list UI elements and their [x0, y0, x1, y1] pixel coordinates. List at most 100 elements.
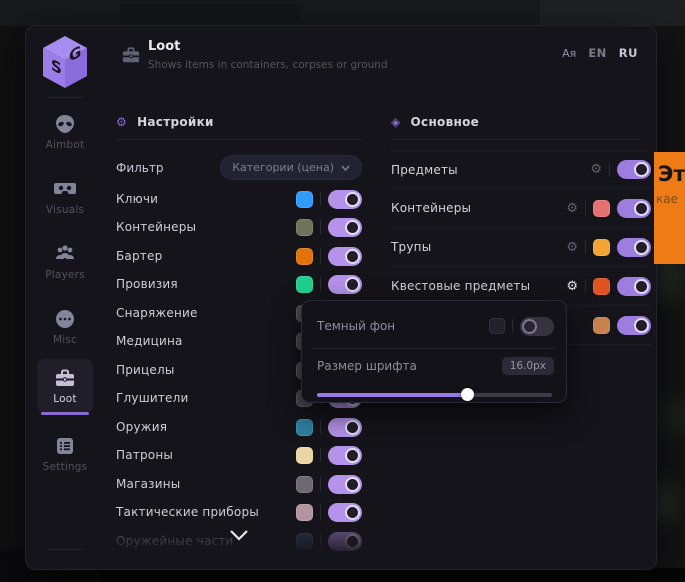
color-swatch[interactable] [296, 190, 313, 208]
color-swatch[interactable] [593, 199, 610, 217]
category-row: Бартер [116, 243, 362, 269]
category-label: Глушители [116, 391, 189, 405]
toggle-switch[interactable] [328, 246, 362, 266]
filter-label: Фильтр [116, 161, 164, 175]
color-swatch[interactable] [593, 316, 610, 334]
lang-ru-button[interactable]: RU [618, 46, 638, 60]
sidebar-item-players[interactable]: Players [37, 244, 93, 281]
category-label: Тактические приборы [116, 505, 259, 519]
gear-icon[interactable]: ⚙ [566, 278, 578, 294]
filter-value: Категории (цена) [232, 161, 334, 174]
divider [320, 249, 321, 263]
dark-background-label: Темный фон [317, 319, 396, 333]
toggle-switch[interactable] [617, 315, 651, 335]
font-size-row: Размер шрифта 16.0px [317, 353, 554, 379]
category-row: Контейнеры [116, 214, 362, 240]
color-swatch[interactable] [296, 446, 313, 464]
category-row: Тактические приборы [116, 499, 362, 525]
toggle-switch[interactable] [328, 531, 362, 551]
sidebar-item-loot[interactable]: Loot [37, 359, 93, 415]
font-size-slider[interactable] [317, 388, 552, 401]
toggle-switch[interactable] [617, 276, 651, 296]
quest-items-settings-popup: Темный фон Размер шрифта 16.0px [301, 300, 567, 403]
toggle-switch[interactable] [328, 189, 362, 209]
color-swatch[interactable] [296, 418, 313, 436]
toggle-switch[interactable] [328, 445, 362, 465]
slider-knob[interactable] [461, 388, 475, 401]
divider [512, 319, 513, 333]
color-swatch[interactable] [593, 238, 610, 256]
divider [312, 348, 556, 349]
divider [320, 220, 321, 234]
dark-background-row: Темный фон [317, 311, 554, 341]
font-size-value: 16.0px [501, 357, 554, 375]
main-row-containers: Контейнеры ⚙ [391, 189, 651, 228]
sidebar-item-aimbot[interactable]: Aimbot [37, 114, 93, 151]
category-row: Оружия [116, 414, 362, 440]
page-header: Loot Shows items in containers, corpses … [104, 26, 656, 96]
gear-icon[interactable]: ⚙ [566, 239, 578, 255]
row-label: Трупы [391, 240, 432, 254]
toggle-switch[interactable] [520, 316, 554, 336]
category-row: Ключи [116, 186, 362, 212]
divider [585, 201, 586, 215]
settings-panel-title: ⚙ Настройки [116, 115, 214, 129]
row-label: Предметы [391, 162, 458, 177]
color-swatch[interactable] [296, 275, 313, 293]
sidebar-item-visuals[interactable]: Visuals [37, 179, 93, 216]
main-row-quest-items: Квестовые предметы ⚙ [391, 267, 651, 306]
main-row-items: Предметы ⚙ [391, 150, 651, 189]
scroll-down-chevron-icon [230, 530, 248, 541]
divider [585, 240, 586, 254]
row-label: Квестовые предметы [391, 279, 531, 293]
color-swatch[interactable] [296, 218, 313, 236]
color-swatch[interactable] [296, 503, 313, 521]
sidebar-item-label: Visuals [45, 204, 85, 216]
row-label: Контейнеры [391, 201, 472, 215]
font-size-label: Размер шрифта [317, 359, 417, 373]
color-swatch[interactable] [593, 277, 610, 295]
divider [320, 477, 321, 491]
chevron-down-icon [341, 165, 350, 171]
lang-en-button[interactable]: EN [588, 46, 607, 60]
toggle-switch[interactable] [617, 198, 651, 218]
category-label: Магазины [116, 477, 181, 491]
sidebar-item-label: Misc [52, 334, 78, 346]
color-swatch[interactable] [296, 247, 313, 265]
toggle-switch[interactable] [328, 417, 362, 437]
main-panel: ◈ Основное Предметы ⚙ Контейнеры ⚙ [391, 26, 651, 569]
category-label: Бартер [116, 249, 163, 263]
color-swatch[interactable] [489, 318, 505, 334]
background-texture [655, 26, 685, 568]
divider [320, 534, 321, 548]
svg-text:S: S [51, 55, 62, 78]
filter-dropdown[interactable]: Категории (цена) [220, 155, 362, 180]
gear-icon: ⚙ [116, 115, 128, 129]
toggle-switch[interactable] [328, 474, 362, 494]
color-swatch[interactable] [296, 475, 313, 493]
app-logo-icon: S G [43, 36, 87, 88]
sidebar-item-misc[interactable]: Misc [37, 309, 93, 346]
panel-title-text: Настройки [137, 115, 214, 129]
divider [320, 505, 321, 519]
toggle-switch[interactable] [328, 217, 362, 237]
sidebar-item-settings[interactable]: Settings [37, 436, 93, 473]
toggle-switch[interactable] [617, 160, 651, 179]
category-label: Оружейные части [116, 534, 234, 548]
gear-icon[interactable]: ⚙ [590, 162, 602, 177]
app-window: S G Aimbot Visuals [25, 25, 657, 570]
color-swatch[interactable] [296, 532, 313, 550]
divider [320, 192, 321, 206]
gear-icon[interactable]: ⚙ [566, 200, 578, 216]
divider [391, 139, 641, 140]
divider [585, 279, 586, 293]
sidebar-item-label: Aimbot [45, 139, 85, 151]
slider-fill [317, 393, 468, 397]
diamond-icon: ◈ [391, 115, 401, 129]
toggle-switch[interactable] [328, 274, 362, 294]
toggle-switch[interactable] [617, 237, 651, 257]
background-top-strip [0, 0, 685, 26]
category-label: Контейнеры [116, 220, 197, 234]
toggle-switch[interactable] [328, 502, 362, 522]
